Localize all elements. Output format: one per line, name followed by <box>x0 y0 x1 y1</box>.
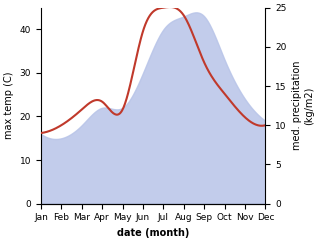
X-axis label: date (month): date (month) <box>117 228 190 238</box>
Y-axis label: max temp (C): max temp (C) <box>4 72 14 139</box>
Y-axis label: med. precipitation
(kg/m2): med. precipitation (kg/m2) <box>292 61 314 150</box>
